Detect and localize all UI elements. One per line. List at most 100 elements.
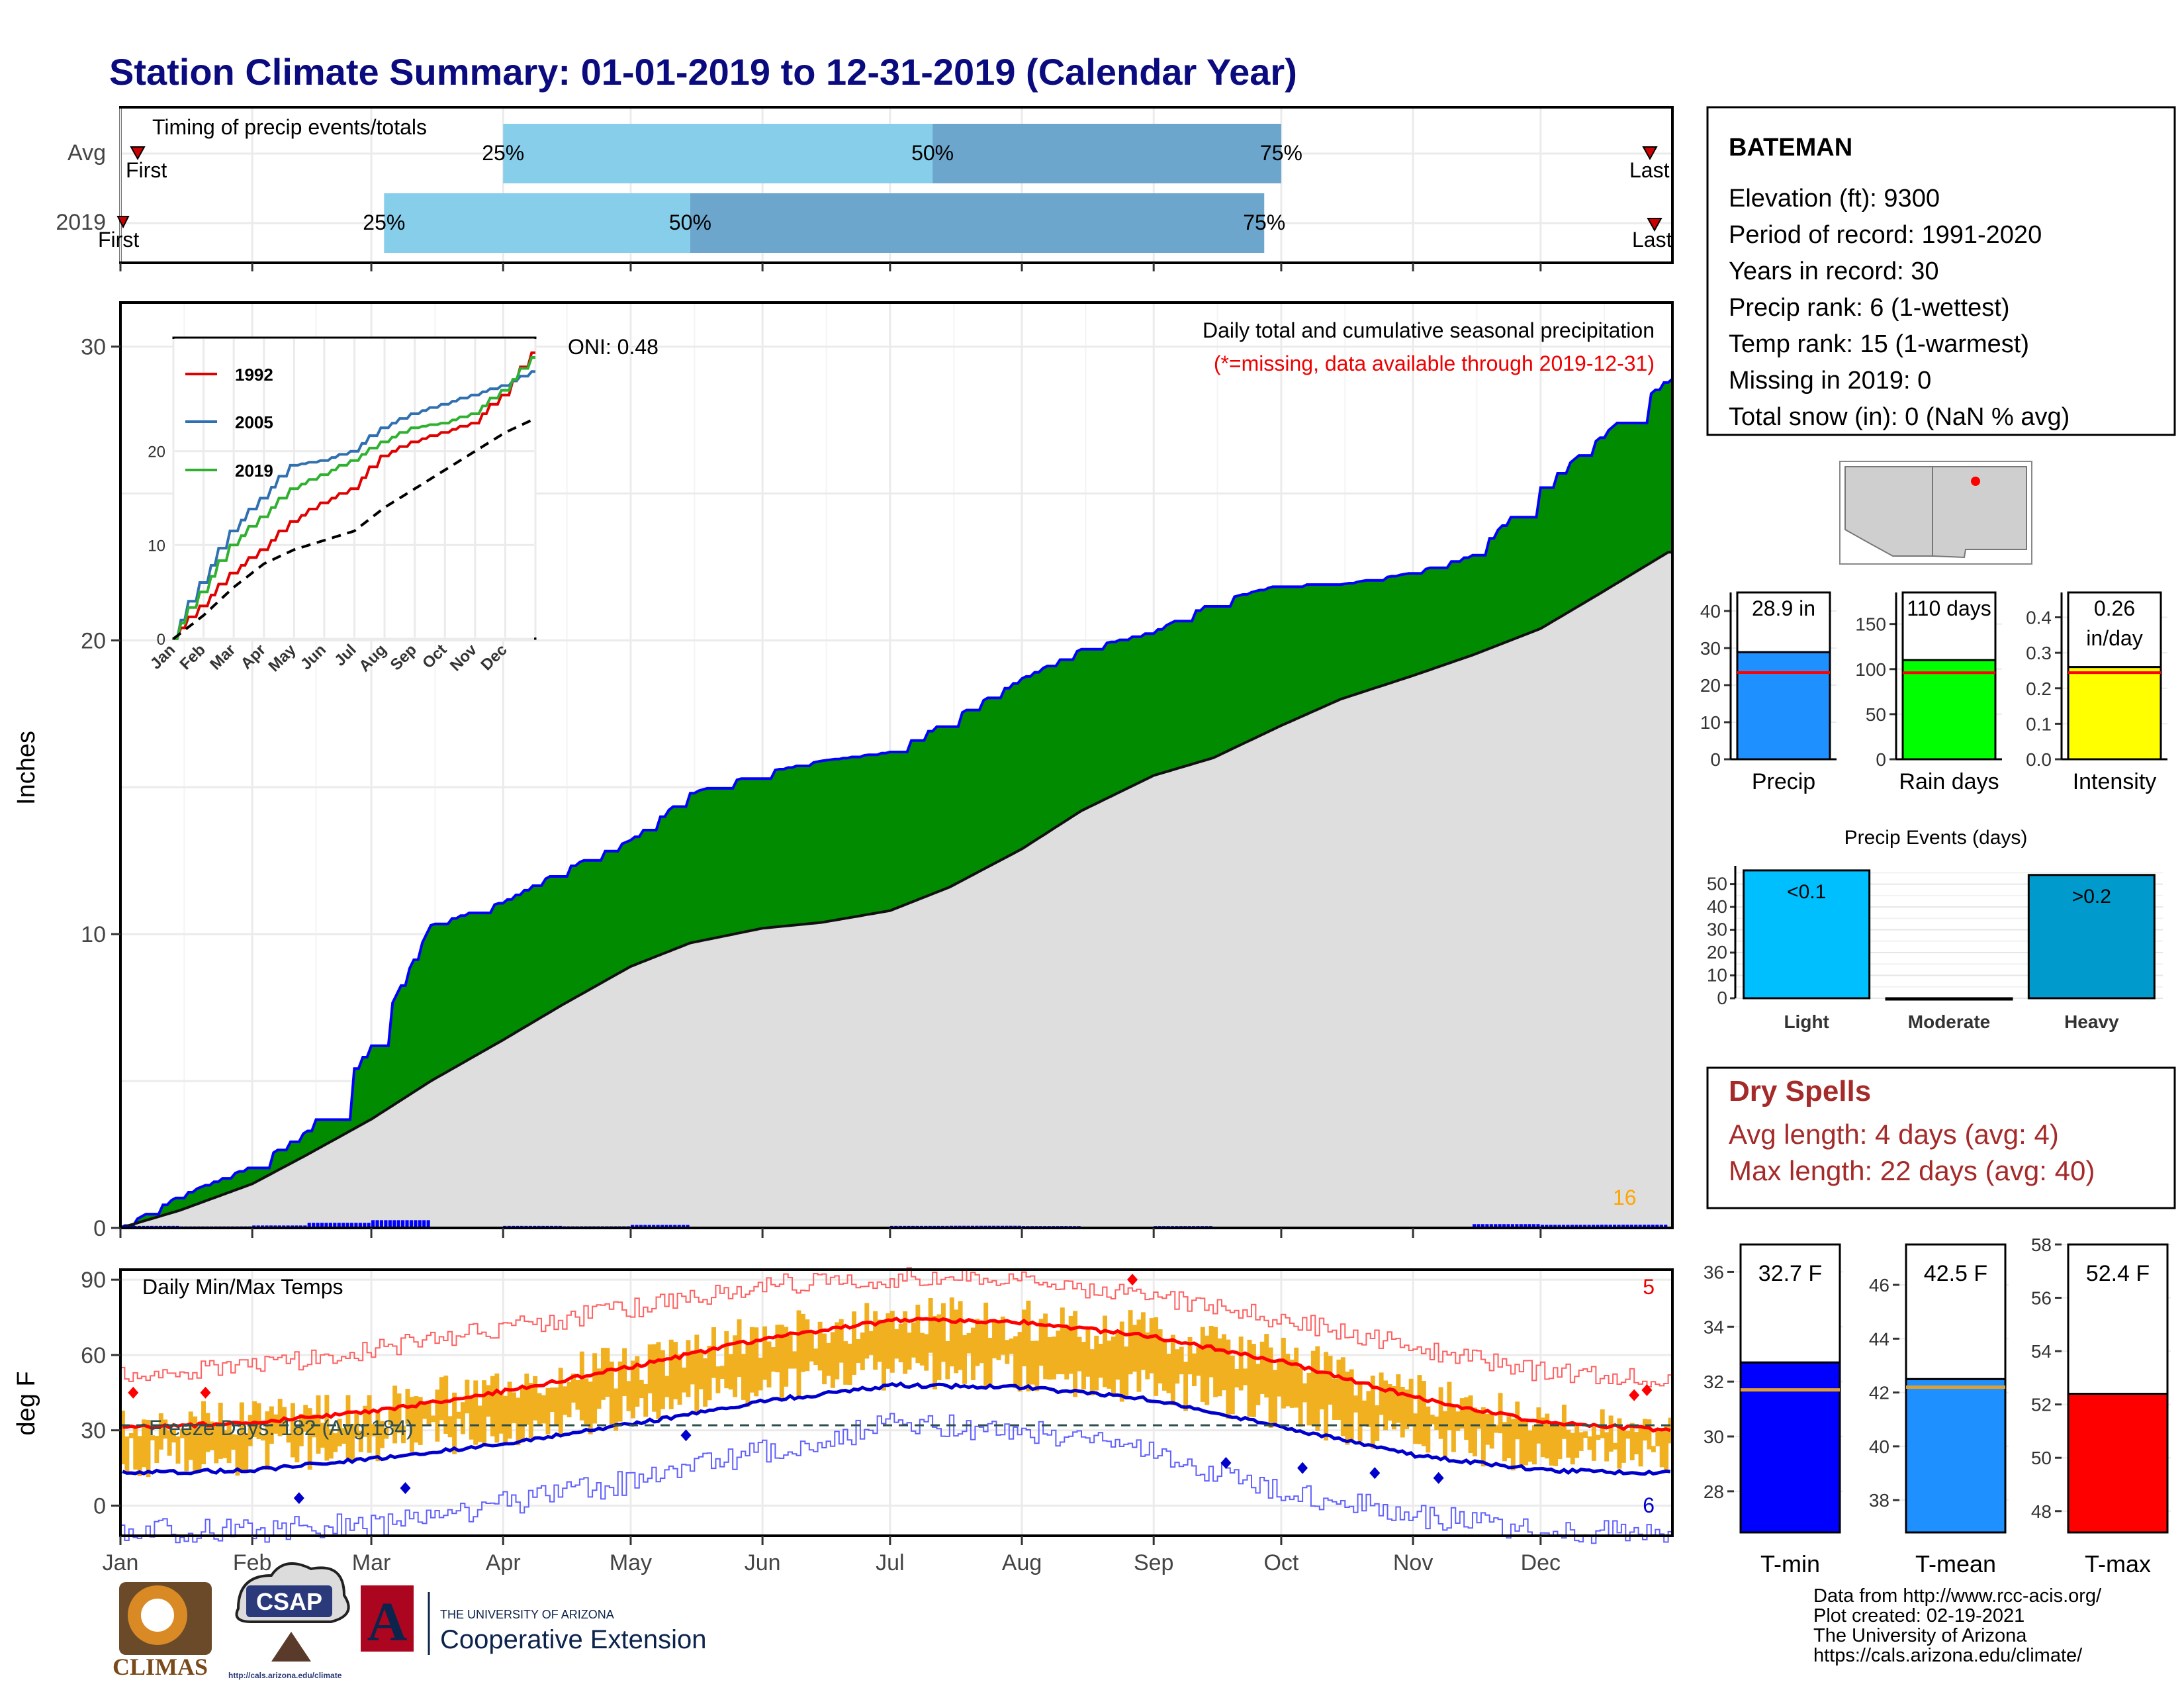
record-low-marker (680, 1429, 692, 1442)
daily-temp-bar (209, 1421, 214, 1450)
daily-temp-bar (733, 1335, 738, 1397)
temp-summary-label: T-mean (1915, 1550, 1996, 1577)
daily-precip-bar (345, 1223, 349, 1228)
daily-temp-bar (1613, 1442, 1617, 1450)
daily-temp-bar (431, 1415, 435, 1423)
daily-precip-bar (639, 1225, 643, 1228)
credit-line: The University of Arizona (1813, 1625, 2027, 1646)
csap-url: http://cals.arizona.edu/climate (228, 1671, 342, 1680)
timing-bar-q3 (933, 124, 1281, 183)
daily-temp-bar (690, 1350, 695, 1385)
temp-summary-tick-label: 50 (2031, 1448, 2052, 1468)
record-low-marker (400, 1481, 411, 1494)
daily-temp-bar (1370, 1376, 1375, 1449)
daily-temp-bar (1094, 1335, 1099, 1391)
station-detail-line: Temp rank: 15 (1-warmest) (1729, 330, 2029, 358)
daily-temp-bar (375, 1412, 381, 1462)
daily-temp-bar (1119, 1321, 1124, 1402)
daily-temp-bar (770, 1347, 776, 1372)
temp-summary-value-text: 42.5 F (1924, 1261, 1987, 1286)
summary-tick-label: 0 (1710, 749, 1721, 770)
daily-precip-bar (1638, 1225, 1642, 1228)
daily-temp-bar (214, 1423, 219, 1464)
daily-temp-bar (1298, 1367, 1303, 1427)
station-name: BATEMAN (1729, 134, 1852, 162)
daily-temp-bar (133, 1428, 138, 1470)
events-category-label: Heavy (2064, 1011, 2119, 1032)
daily-precip-bar (1498, 1224, 1502, 1228)
summary-value-text: 0.26 (2094, 596, 2135, 620)
daily-temp-bar (218, 1402, 223, 1459)
timing-label-50: 50% (911, 141, 954, 165)
daily-temp-bar (1115, 1333, 1120, 1380)
daily-precip-bar (1617, 1225, 1621, 1228)
daily-temp-bar (966, 1333, 972, 1354)
daily-temp-bar (549, 1387, 555, 1413)
daily-temp-bar (1319, 1373, 1324, 1410)
daily-temp-bar (384, 1427, 389, 1439)
daily-temp-bar (469, 1397, 474, 1440)
daily-precip-bar (1502, 1224, 1506, 1228)
daily-temp-bar (954, 1309, 959, 1374)
daily-temp-bar (456, 1411, 461, 1419)
daily-temp-bar (936, 1314, 942, 1380)
precip-y-tick-label: 20 (81, 628, 106, 653)
timing-row-label-avg: Avg (68, 140, 106, 165)
daily-temp-bar (656, 1342, 661, 1419)
precip-subtitle: Daily total and cumulative seasonal prec… (1203, 318, 1655, 342)
daily-temp-bar (120, 1410, 125, 1465)
daily-temp-bar (1226, 1339, 1231, 1419)
daily-temp-bar (1524, 1418, 1529, 1466)
temp-y-tick-label: 90 (81, 1268, 106, 1293)
daily-temp-bar (1375, 1405, 1380, 1441)
daily-temp-bar (584, 1378, 589, 1425)
daily-temp-bar (1145, 1332, 1150, 1380)
temp-summary-value-text: 32.7 F (1758, 1261, 1822, 1286)
record-high-line (120, 1267, 1672, 1387)
daily-temp-bar (1302, 1383, 1307, 1403)
daily-precip-bar (1613, 1225, 1617, 1228)
daily-temp-bar (1664, 1426, 1669, 1470)
daily-temp-bar (277, 1399, 283, 1436)
daily-temp-bar (328, 1429, 334, 1459)
daily-temp-bar (1366, 1391, 1371, 1427)
daily-temp-bar (958, 1301, 963, 1370)
daily-temp-bar (1005, 1340, 1010, 1364)
daily-precip-bar (660, 1225, 664, 1228)
daily-temp-bar (1183, 1362, 1189, 1411)
daily-temp-bar (226, 1420, 232, 1464)
daily-temp-bar (460, 1402, 465, 1434)
temp-y-axis: 0 30 60 90 (81, 1268, 120, 1519)
daily-temp-bar (614, 1388, 619, 1431)
timing-bars: 25% 50% 75% 25% 50% 75% (363, 124, 1302, 253)
station-detail-line: Elevation (ft): 9300 (1729, 185, 1940, 212)
daily-temp-bar (805, 1319, 810, 1372)
month-label: Mar (352, 1550, 391, 1575)
daily-temp-bar (1400, 1387, 1405, 1438)
station-detail-line: Total snow (in): 0 (NaN % avg) (1729, 403, 2070, 431)
daily-temp-bar (1238, 1336, 1244, 1391)
csap-badge (246, 1585, 332, 1617)
daily-temp-bar (567, 1382, 572, 1418)
daily-temp-bar (1064, 1326, 1069, 1380)
daily-temp-bar (1259, 1341, 1265, 1394)
temp-summary-tick-label: 32 (1704, 1372, 1724, 1392)
daily-temp-bar (558, 1368, 563, 1435)
daily-temp-bar (498, 1391, 504, 1434)
daily-temp-bar (809, 1332, 814, 1362)
daily-temp-bar (503, 1395, 508, 1443)
daily-precip-bar (652, 1225, 656, 1228)
daily-temp-bar (1208, 1326, 1214, 1378)
daily-precip-bar (1604, 1225, 1608, 1228)
daily-temp-bar (762, 1326, 768, 1380)
daily-temp-bar (779, 1325, 784, 1401)
daily-temp-bar (889, 1311, 895, 1373)
daily-temp-bar (1196, 1346, 1201, 1376)
inset-legend-1992: 1992 (235, 365, 273, 385)
summary-value-text: 28.9 in (1752, 596, 1815, 620)
daily-temp-bar (1634, 1432, 1639, 1454)
daily-temp-bar (1273, 1370, 1278, 1425)
daily-temp-bar (571, 1374, 576, 1403)
daily-temp-bar (868, 1331, 874, 1355)
footer: CLIMAS CSAP http://cals.arizona.edu/clim… (113, 1562, 2102, 1680)
